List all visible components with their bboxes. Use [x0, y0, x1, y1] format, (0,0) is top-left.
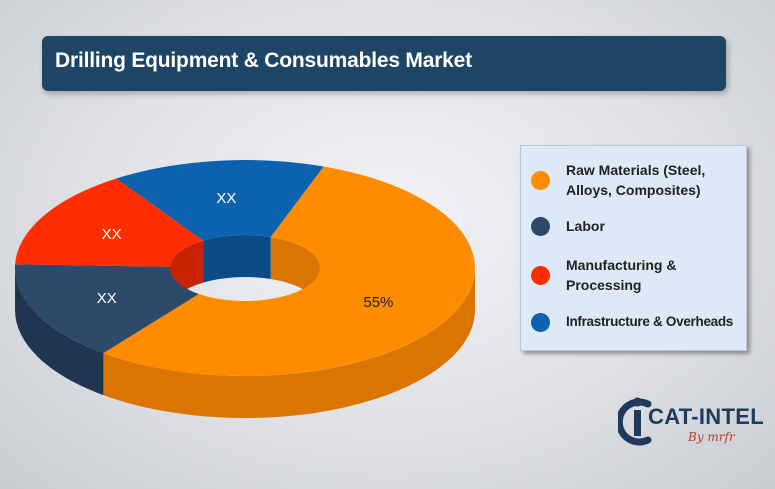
data-label-manufacturing: XX	[102, 226, 122, 243]
title-bar: Drilling Equipment & Consumables Market	[42, 36, 726, 91]
slice-side-raw-materials	[103, 268, 476, 418]
legend-item-infrastructure: Infrastructure & Overheads	[521, 306, 746, 338]
slice-side-labor	[15, 268, 104, 396]
cat-intel-logo: CAT-INTEL By mrfr	[618, 386, 768, 456]
legend-label-raw-materials: Raw Materials (Steel, Alloys, Composites…	[566, 162, 706, 198]
legend-label-manufacturing: Manufacturing & Processing	[566, 257, 677, 293]
slice-inner-wall-infrastructure	[203, 234, 271, 283]
legend-swatch-raw-materials	[531, 170, 550, 190]
legend-item-raw-materials: Raw Materials (Steel, Alloys, Composites…	[521, 154, 746, 206]
data-label-infrastructure: XX	[216, 190, 236, 207]
chart-title: Drilling Equipment & Consumables Market	[55, 49, 472, 72]
data-label-raw-materials: 55%	[363, 294, 393, 311]
legend-label-infrastructure: Infrastructure & Overheads	[566, 314, 734, 329]
legend-swatch-infrastructure	[531, 312, 550, 332]
legend: Raw Materials (Steel, Alloys, Composites…	[520, 145, 747, 351]
legend-swatch-manufacturing	[531, 265, 550, 285]
slice-infrastructure	[116, 160, 324, 241]
logo-wordmark: CAT-INTEL	[648, 404, 764, 429]
data-label-labor: XX	[97, 290, 117, 307]
cat-intel-logo-icon	[618, 397, 652, 446]
legend-item-manufacturing: Manufacturing & Processing	[521, 249, 746, 301]
legend-swatch-labor	[531, 216, 550, 236]
slice-raw-materials	[103, 166, 475, 376]
legend-label-labor: Labor	[566, 218, 605, 234]
logo-subtitle: By mrfr	[688, 430, 735, 444]
legend-item-labor: Labor	[521, 210, 746, 242]
slice-manufacturing	[15, 178, 204, 267]
slice-labor	[14, 264, 199, 354]
